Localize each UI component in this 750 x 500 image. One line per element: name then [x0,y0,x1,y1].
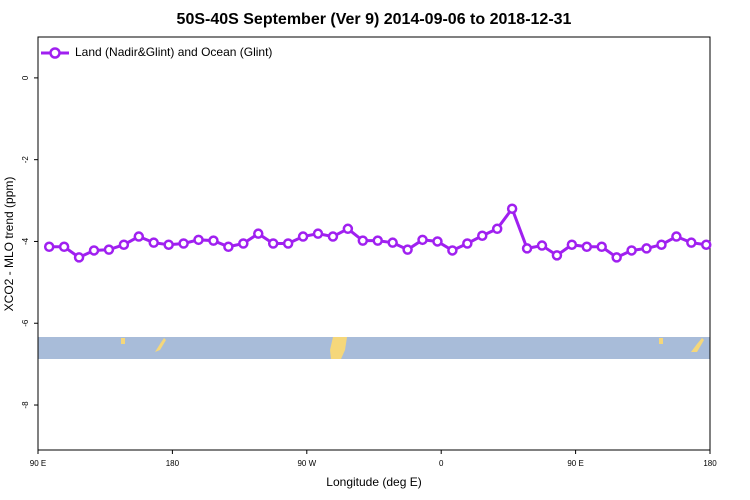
legend-label: Land (Nadir&Glint) and Ocean (Glint) [75,45,272,59]
y-tick-label: -4 [21,237,30,245]
point [282,238,294,249]
point [491,223,503,235]
chart-title: 50S-40S September (Ver 9) 2014-09-06 to … [177,11,572,28]
point [477,230,488,241]
legend-marker [49,47,61,59]
y-tick-label: -2 [21,156,30,164]
point [387,237,398,248]
point [447,245,458,256]
point [163,239,174,250]
legend: Land (Nadir&Glint) and Ocean (Glint) [41,45,272,59]
land-patch [659,338,663,344]
point [357,235,369,246]
point [73,252,85,263]
point [267,238,279,249]
point [148,237,159,248]
series-line [49,205,707,260]
land-mask-band [38,337,710,359]
point [402,244,413,255]
point [506,203,518,214]
point [43,241,55,253]
point [641,243,652,254]
y-tick-label: -8 [21,401,30,409]
point [88,245,100,256]
ocean-band [38,337,710,359]
point [133,231,145,242]
y-axis-label: XCO2 - MLO trend (ppm) [2,177,16,312]
point [103,244,115,255]
point [596,241,607,253]
point [178,238,189,249]
x-axis-label: Longitude (deg E) [326,475,421,489]
point [312,228,324,239]
point [581,241,593,253]
point [462,238,473,249]
point [327,231,339,242]
land-patch [121,338,125,344]
point [372,235,383,246]
x-tick-label: 90 E [30,459,46,468]
land-patch [691,338,704,352]
x-tick-label: 0 [439,459,444,468]
point [536,240,548,251]
point [551,250,563,261]
x-tick-label: 180 [703,459,717,468]
point [701,239,712,250]
point [417,234,428,246]
point [58,241,70,253]
y-tick-label: -6 [21,319,30,327]
point [626,245,637,256]
point [118,239,130,250]
point [611,252,622,263]
point [432,236,443,247]
point [193,234,204,246]
x-tick-label: 90 W [297,459,316,468]
point [223,241,234,253]
point [671,231,682,242]
point [521,243,533,254]
x-tick-label: 90 E [567,459,583,468]
point [342,223,354,235]
x-tick-label: 180 [166,459,180,468]
point [656,239,667,250]
point [253,228,264,239]
point [297,231,309,242]
land-patch [155,338,166,352]
land-patch [330,337,347,359]
point [238,238,249,249]
point [686,237,697,248]
point [208,235,219,246]
y-tick-label: 0 [21,75,30,80]
point [566,239,578,250]
